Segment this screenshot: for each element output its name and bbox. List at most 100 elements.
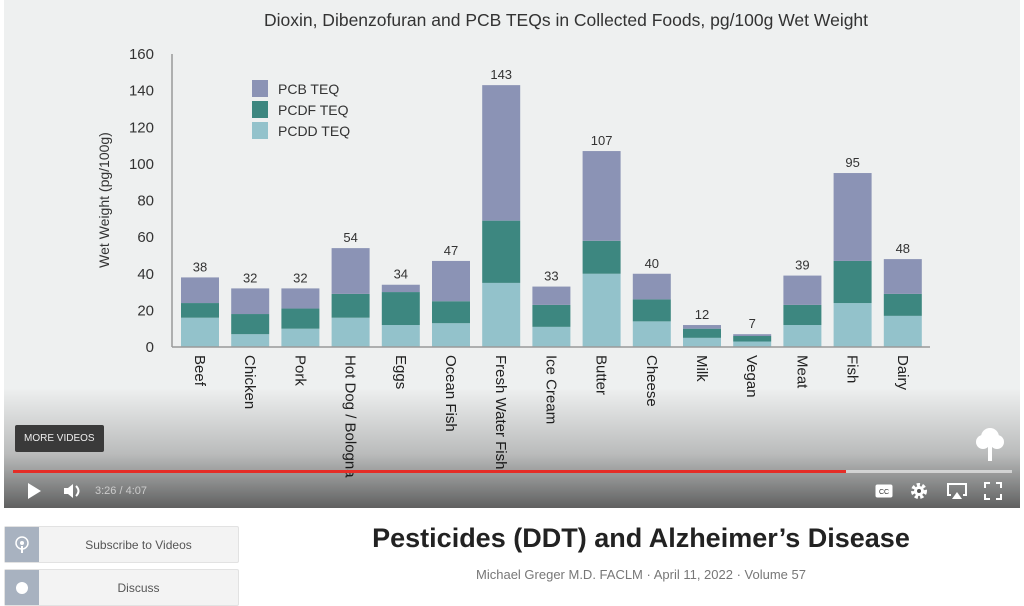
- bar-segment-pcb-teq: [833, 173, 872, 261]
- bar-segment-pcdf-teq: [432, 301, 470, 324]
- x-tick-label: Vegan: [743, 355, 760, 398]
- volume-button[interactable]: [62, 481, 84, 501]
- x-tick-label: Eggs: [392, 355, 409, 389]
- bar-total-label: 95: [845, 155, 859, 170]
- more-videos-button[interactable]: MORE VIDEOS: [15, 425, 104, 452]
- legend-label: PCDD TEQ: [278, 123, 350, 139]
- tree-logo-icon: [976, 428, 1004, 461]
- airplay-icon: [947, 483, 967, 499]
- y-tick-label: 140: [129, 83, 154, 100]
- y-tick-label: 160: [129, 46, 154, 63]
- bar-segment-pcdf-teq: [833, 260, 872, 304]
- y-tick-label: 40: [137, 266, 154, 283]
- x-tick-label: Pork: [291, 355, 308, 386]
- podcast-icon: [5, 527, 39, 562]
- airplay-button[interactable]: [946, 481, 968, 501]
- bar-segment-pcdf-teq: [582, 240, 621, 274]
- time-display: 3:26 / 4:07: [95, 485, 147, 497]
- bar-segment-pcdd-teq: [281, 328, 320, 347]
- x-tick-label: Fish: [844, 355, 861, 383]
- bar-total-label: 32: [293, 270, 307, 285]
- bar-segment-pcdd-teq: [733, 341, 772, 347]
- fullscreen-icon: [984, 482, 1002, 500]
- bar-segment-pcdf-teq: [683, 328, 721, 338]
- bar-segment-pcb-teq: [532, 286, 571, 305]
- bar-segment-pcdd-teq: [231, 334, 270, 347]
- legend-swatch: [252, 80, 268, 97]
- bar-total-label: 143: [490, 67, 512, 82]
- subscribe-label: Subscribe to Videos: [85, 537, 192, 552]
- captions-button[interactable]: CC: [875, 481, 893, 501]
- x-tick-label: Cheese: [643, 355, 660, 407]
- legend-label: PCDF TEQ: [278, 102, 349, 118]
- stacked-bar-chart: Dioxin, Dibenzofuran and PCB TEQs in Col…: [96, 10, 930, 478]
- x-tick-label: Butter: [593, 355, 610, 395]
- progress-fill: [13, 470, 847, 473]
- bar-segment-pcb-teq: [783, 275, 822, 305]
- x-tick-label: Meat: [793, 355, 810, 389]
- bar-segment-pcdf-teq: [231, 314, 270, 335]
- duration: 4:07: [125, 485, 148, 497]
- gear-icon: [911, 483, 927, 499]
- bar-segment-pcb-teq: [582, 151, 621, 241]
- bar-total-label: 7: [749, 316, 756, 331]
- settings-button[interactable]: [910, 481, 928, 501]
- y-tick-label: 120: [129, 119, 154, 136]
- x-tick-label: Chicken: [241, 355, 258, 409]
- x-tick-label: Dairy: [894, 355, 911, 391]
- y-tick-label: 60: [137, 229, 154, 246]
- legend-swatch: [252, 101, 268, 118]
- volume-icon: [64, 484, 80, 498]
- legend-label: PCB TEQ: [278, 81, 339, 97]
- bar-segment-pcdf-teq: [783, 304, 822, 326]
- discuss-label: Discuss: [117, 580, 160, 595]
- x-tick-label: Beef: [191, 355, 208, 387]
- video-player[interactable]: Dioxin, Dibenzofuran and PCB TEQs in Col…: [4, 0, 1020, 508]
- x-tick-label: Hot Dog / Bologna: [342, 355, 359, 478]
- subscribe-button[interactable]: Subscribe to Videos: [4, 526, 239, 563]
- bar-segment-pcb-teq: [733, 334, 772, 337]
- x-tick-label: Ocean Fish: [442, 355, 459, 432]
- y-tick-label: 80: [137, 193, 154, 210]
- play-button[interactable]: [26, 481, 42, 501]
- bar-segment-pcb-teq: [381, 284, 420, 293]
- y-tick-label: 20: [137, 302, 154, 319]
- bar-segment-pcdd-teq: [532, 326, 571, 347]
- bar-segment-pcdd-teq: [632, 321, 671, 347]
- chart-title: Dioxin, Dibenzofuran and PCB TEQs in Col…: [264, 10, 868, 30]
- progress-bar[interactable]: [13, 470, 1012, 473]
- discuss-button[interactable]: Discuss: [4, 569, 239, 606]
- bar-segment-pcb-teq: [683, 325, 721, 329]
- bar-total-label: 32: [243, 270, 257, 285]
- bar-segment-pcb-teq: [331, 248, 370, 294]
- bar-segment-pcdf-teq: [532, 304, 571, 327]
- bar-total-label: 12: [695, 307, 709, 322]
- video-meta: Michael Greger M.D. FACLM · April 11, 20…: [476, 567, 806, 582]
- bar-total-label: 54: [343, 230, 357, 245]
- svg-text:CC: CC: [879, 489, 889, 496]
- comment-icon: [5, 570, 39, 605]
- bar-segment-pcdd-teq: [883, 315, 922, 347]
- bar-total-label: 33: [544, 269, 558, 284]
- bar-total-label: 38: [193, 259, 207, 274]
- bar-total-label: 39: [795, 258, 809, 273]
- bar-segment-pcdf-teq: [381, 292, 420, 326]
- bar-segment-pcdd-teq: [331, 317, 370, 347]
- bar-segment-pcdf-teq: [733, 336, 772, 342]
- fullscreen-button[interactable]: [984, 481, 1002, 501]
- bar-segment-pcb-teq: [281, 288, 320, 309]
- bar-total-label: 47: [444, 243, 458, 258]
- bar-segment-pcdf-teq: [281, 308, 320, 329]
- legend-swatch: [252, 122, 268, 139]
- bar-segment-pcdd-teq: [582, 273, 621, 347]
- current-time: 3:26: [95, 485, 117, 497]
- video-title: Pesticides (DDT) and Alzheimer’s Disease: [372, 523, 910, 553]
- bar-segment-pcb-teq: [883, 259, 922, 294]
- bar-segment-pcdf-teq: [331, 293, 370, 318]
- y-axis-label: Wet Weight (pg/100g): [96, 132, 112, 268]
- play-icon: [28, 483, 41, 499]
- bar-total-label: 40: [645, 256, 659, 271]
- bar-segment-pcb-teq: [482, 85, 521, 221]
- bar-segment-pcb-teq: [632, 273, 671, 300]
- bar-segment-pcdd-teq: [432, 323, 470, 347]
